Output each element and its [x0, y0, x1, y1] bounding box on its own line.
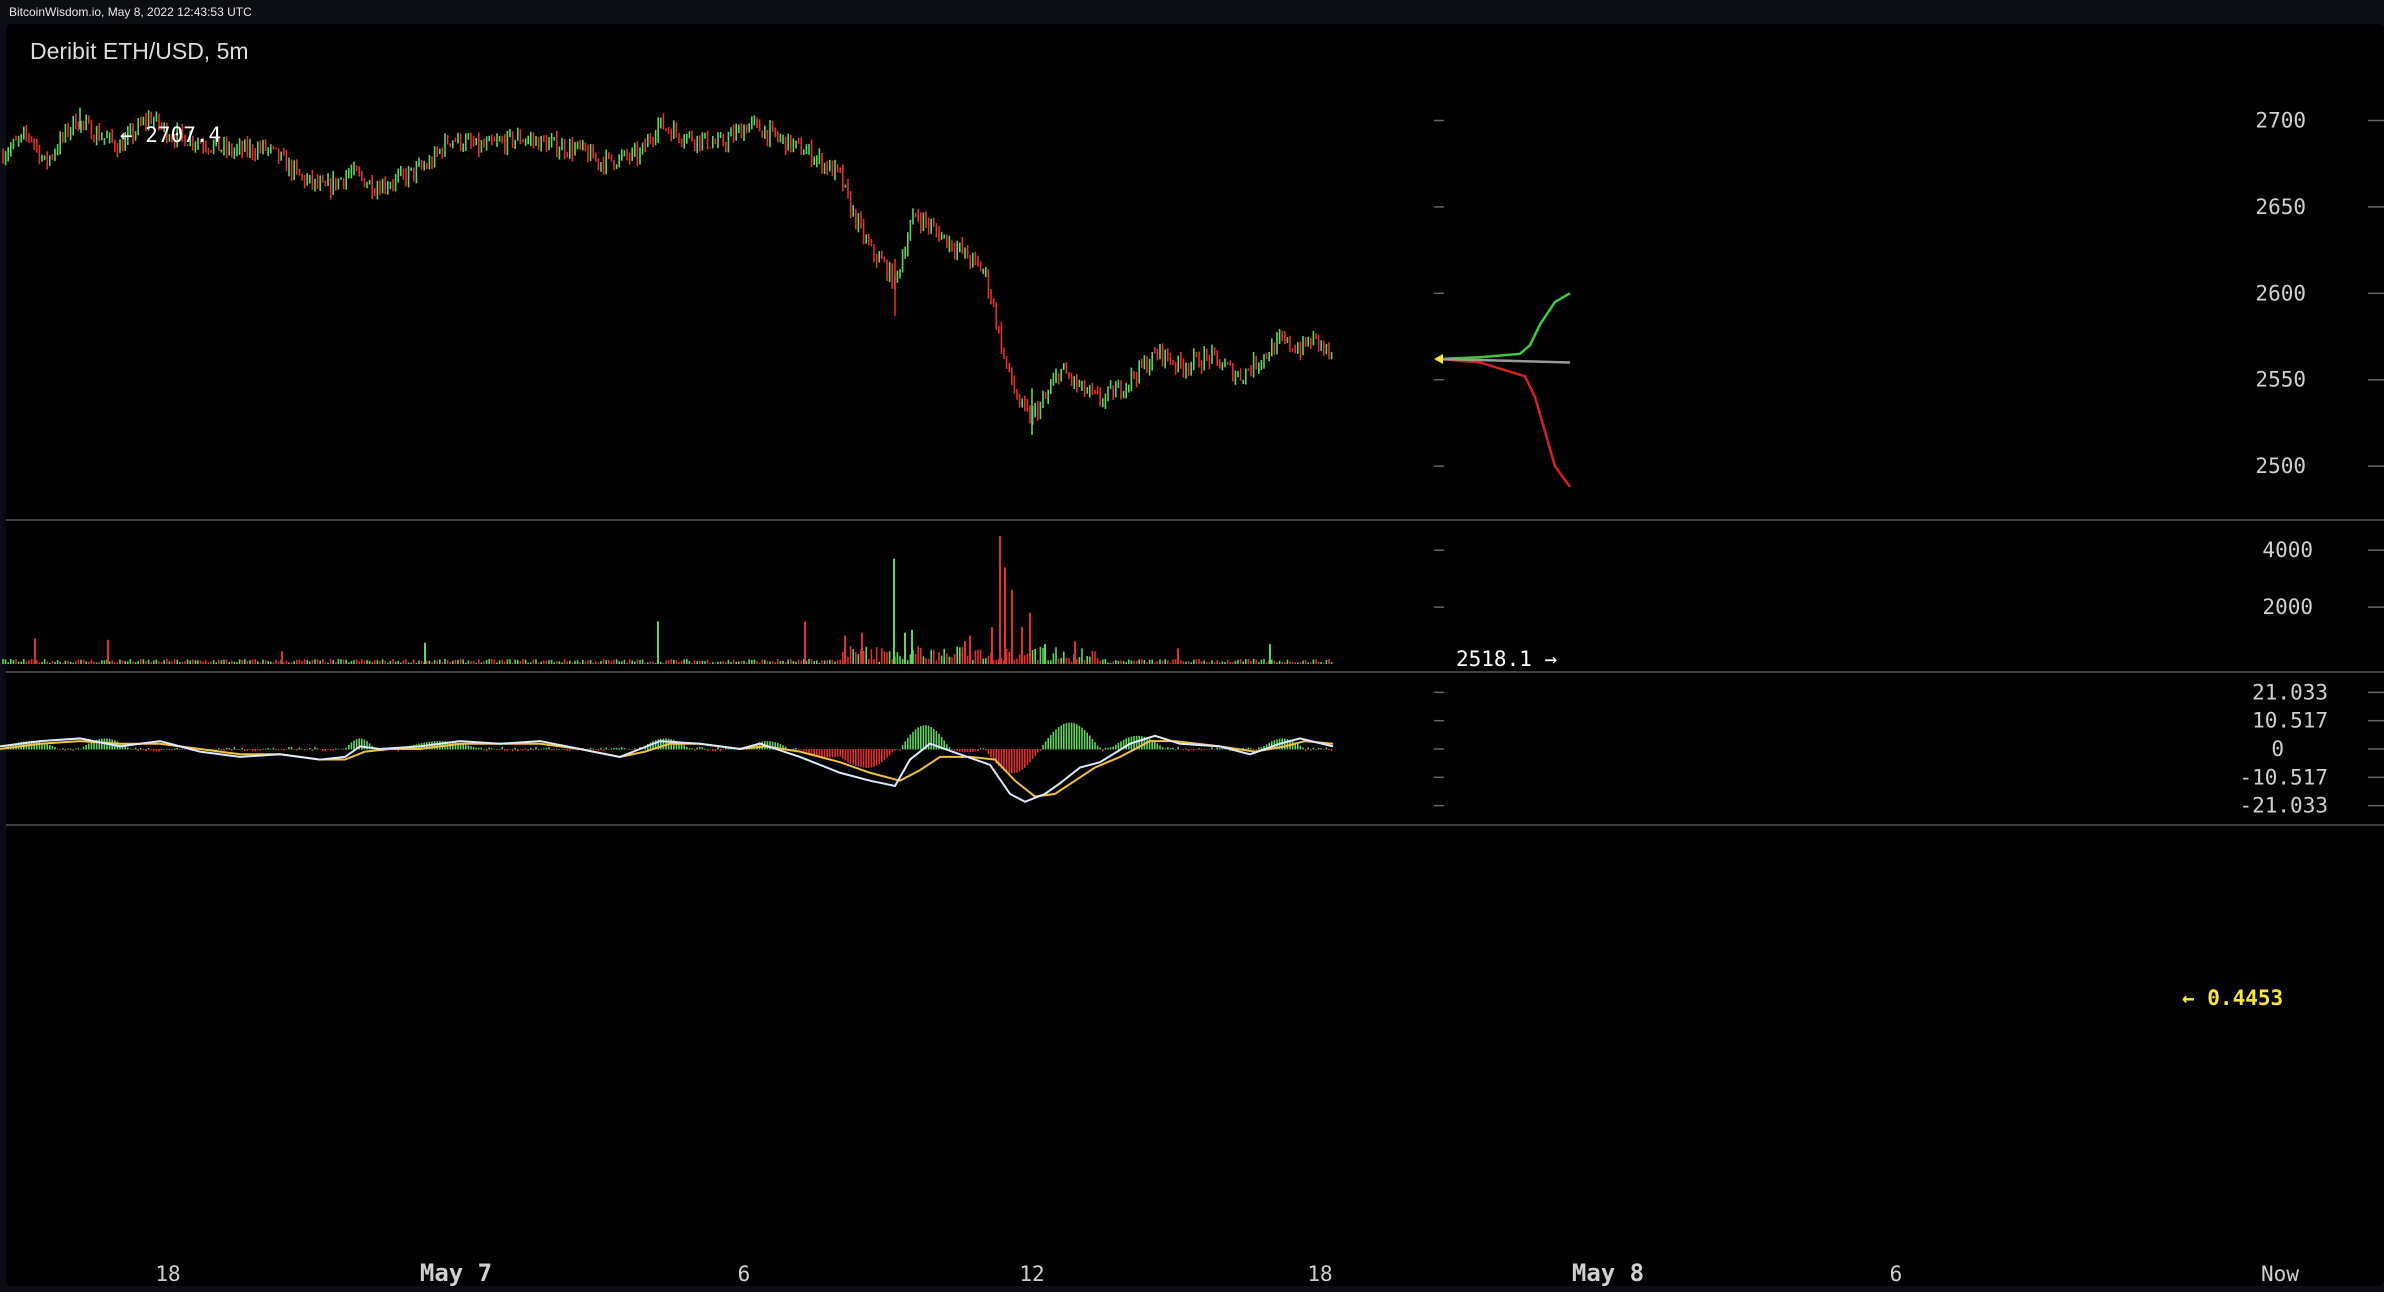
x-tick-label: 12 — [1019, 1262, 1044, 1286]
chart-panel — [6, 24, 2384, 1286]
x-axis: 18 May 7 6 12 18 May 8 6 Now — [155, 1259, 2299, 1287]
source-timestamp: BitcoinWisdom.io, May 8, 2022 12:43:53 U… — [9, 5, 252, 19]
price-tick-label: 2550 — [2255, 368, 2306, 392]
volume-bars — [2, 536, 1333, 664]
depth-mid-line — [1439, 357, 1571, 364]
volume-tick-label: 4000 — [2262, 538, 2313, 562]
x-tick-label: May 8 — [1572, 1259, 1644, 1287]
macd-tick-label: -21.033 — [2239, 794, 2328, 818]
depth-asks-line — [1439, 357, 1572, 488]
x-tick-label: 6 — [1890, 1262, 1903, 1286]
y-axis: 2700 2650 2600 2550 2500 4000 2000 ← 0.4453 21.0… — [1434, 108, 2384, 1010]
chart-title: Deribit ETH/USD, 5m — [30, 38, 249, 64]
macd-indicator — [0, 722, 1334, 803]
top-bar: BitcoinWisdom.io, May 8, 2022 12:43:53 U… — [0, 0, 2384, 24]
price-tick-label: 2700 — [2255, 108, 2306, 132]
macd-line — [0, 734, 1334, 803]
volume-tick-label: 2000 — [2262, 595, 2313, 619]
x-tick-label: 18 — [155, 1262, 180, 1286]
macd-tick-label: 10.517 — [2252, 709, 2328, 733]
price-tick-label: 2600 — [2255, 281, 2306, 305]
high-price-annotation: ← 2707.4 — [120, 123, 221, 147]
last-price-marker — [1434, 353, 1443, 364]
price-tick-label: 2500 — [2255, 454, 2306, 478]
macd-tick-label: -10.517 — [2239, 765, 2328, 789]
annotations: ← 2707.4 2518.1 → — [120, 123, 1557, 671]
x-tick-label: May 7 — [420, 1259, 492, 1287]
panel-separators — [6, 519, 2384, 826]
low-price-annotation: 2518.1 → — [1456, 647, 1557, 671]
x-tick-label: Now — [2261, 1262, 2299, 1286]
macd-tick-label: 21.033 — [2252, 680, 2328, 704]
depth-curves — [1434, 292, 1572, 488]
macd-tick-label: 0 — [2271, 737, 2284, 761]
x-tick-label: 6 — [738, 1262, 751, 1286]
depth-bids-line — [1439, 292, 1571, 361]
price-tick-label: 2650 — [2255, 195, 2306, 219]
volume-last-value: ← 0.4453 — [2182, 986, 2283, 1010]
x-tick-label: 18 — [1307, 1262, 1332, 1286]
price-candles — [2, 107, 1333, 435]
